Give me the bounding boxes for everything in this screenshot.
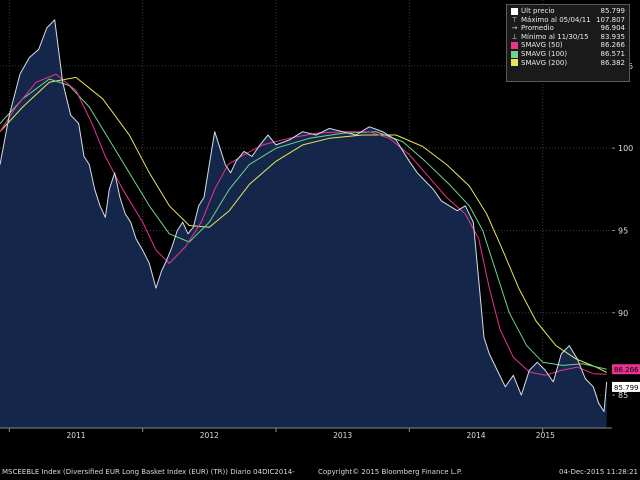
legend: Últ precio 85.799 ⊤ Máximo al 05/04/11 1… [506, 4, 630, 82]
x-tick-label: 2012 [200, 431, 219, 440]
legend-label: SMAVG (50) [521, 41, 563, 50]
legend-value: 86.266 [600, 41, 626, 50]
x-tick-label: 2013 [333, 431, 352, 440]
footer-timestamp: 04-Dec-2015 11:28:21 [559, 468, 638, 476]
legend-row-sma50: SMAVG (50) 86.266 [511, 41, 625, 50]
legend-label: Máximo al 05/04/11 [521, 15, 591, 24]
legend-value: 83.935 [600, 32, 626, 41]
price-area-fill [0, 19, 607, 429]
value-badge [612, 364, 640, 375]
footer: MSCEEBLE Index (Diversified EUR Long Bas… [0, 462, 640, 480]
y-tick-label: 85 [618, 391, 628, 400]
x-tick-label: 2015 [536, 431, 555, 440]
y-tick-label: 100 [618, 144, 633, 153]
right-axis-badges: 86.266 85.799 [612, 364, 640, 392]
min-icon: ⊥ [511, 32, 518, 41]
legend-value: 85.799 [600, 7, 626, 15]
legend-value: 86.571 [600, 49, 626, 58]
value-badge-text: 86.266 [614, 366, 639, 374]
value-badge [612, 381, 640, 392]
max-icon: ⊤ [511, 15, 518, 24]
series-lines [0, 19, 608, 412]
sma200-swatch [511, 59, 518, 67]
legend-row-avg: → Promedio 96.904 [511, 24, 625, 33]
footer-copyright: Copyright© 2015 Bloomberg Finance L.P. [318, 468, 463, 476]
series-line-smavg-200 [0, 76, 607, 373]
legend-row-min: ⊥ Mínimo al 11/30/15 83.935 [511, 33, 625, 42]
legend-row-last-price: Últ precio 85.799 [511, 7, 625, 16]
x-tick-label: 2011 [66, 431, 85, 440]
series-line-smavg-100 [0, 78, 607, 370]
last-price-swatch [511, 7, 518, 15]
sma100-swatch [511, 50, 518, 58]
legend-label: Mínimo al 11/30/15 [521, 32, 589, 41]
x-axis: 2011 2012 2013 2014 2015 [8, 428, 555, 440]
y-tick-label: 95 [618, 226, 628, 235]
legend-label: Últ precio [521, 7, 555, 15]
legend-row-sma200: SMAVG (200) 86.382 [511, 59, 625, 68]
legend-row-sma100: SMAVG (100) 86.571 [511, 50, 625, 59]
series-line-price [0, 19, 608, 412]
legend-value: 86.382 [600, 58, 626, 67]
footer-index-description: MSCEEBLE Index (Diversified EUR Long Bas… [2, 468, 295, 476]
value-badge-text: 85.799 [614, 384, 639, 392]
y-tick-label: 90 [618, 309, 628, 318]
avg-icon: → [511, 24, 518, 33]
legend-value: 96.904 [600, 24, 626, 33]
series-line-smavg-50 [0, 73, 607, 376]
legend-value: 107.807 [596, 15, 625, 24]
legend-row-max: ⊤ Máximo al 05/04/11 107.807 [511, 16, 625, 25]
sma50-swatch [511, 42, 518, 50]
legend-label: SMAVG (200) [521, 58, 568, 67]
x-tick-label: 2014 [466, 431, 485, 440]
legend-label: SMAVG (100) [521, 49, 568, 58]
legend-label: Promedio [521, 24, 554, 33]
